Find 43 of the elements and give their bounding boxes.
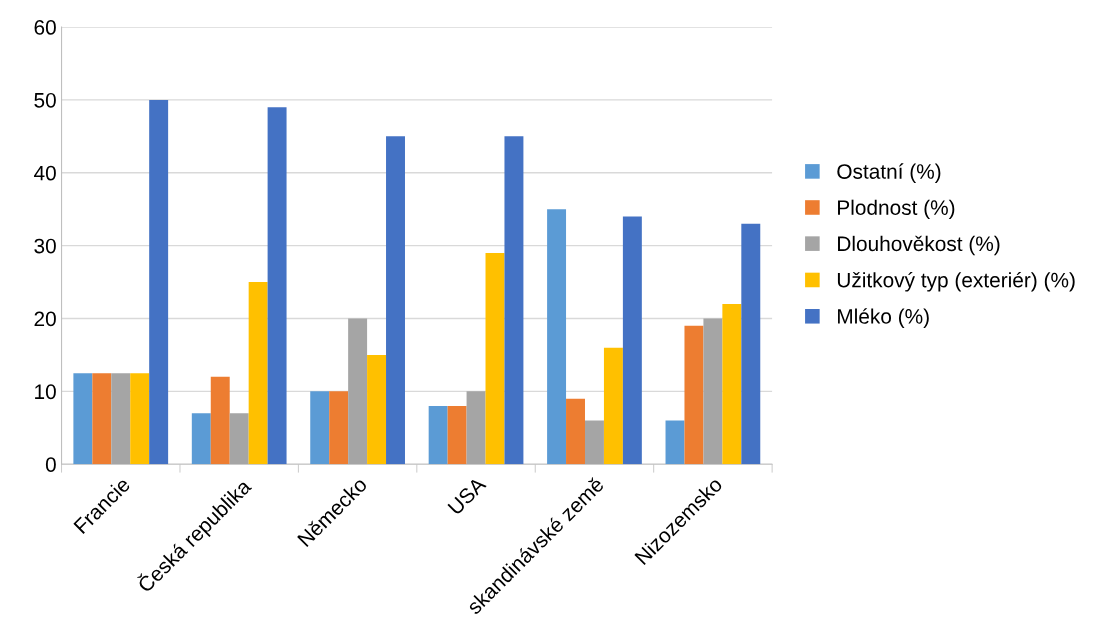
bar xyxy=(130,373,150,465)
bar xyxy=(210,376,230,465)
bar xyxy=(584,420,604,465)
bar xyxy=(684,325,704,465)
bar xyxy=(703,318,723,465)
legend-label: Dlouhověkost (%) xyxy=(838,235,1000,256)
bar xyxy=(111,373,131,465)
bar xyxy=(665,420,685,465)
legend-label: Mléko (%) xyxy=(838,308,929,328)
bar xyxy=(504,136,524,465)
legend-label: Ostatní (%) xyxy=(837,163,941,183)
y-tick-label: 30 xyxy=(34,238,56,254)
y-tick-label: 10 xyxy=(35,384,56,400)
bar xyxy=(547,209,567,465)
bar xyxy=(310,391,330,465)
y-tick-label: 60 xyxy=(34,20,56,35)
bar xyxy=(622,216,642,465)
x-tick-label: USA xyxy=(447,475,487,516)
bar xyxy=(466,391,486,465)
bar xyxy=(149,99,169,465)
bar xyxy=(603,347,623,465)
bar xyxy=(329,391,349,465)
bar xyxy=(428,405,448,465)
y-tick-label: 50 xyxy=(34,92,56,108)
y-tick-label: 20 xyxy=(34,311,56,327)
bar xyxy=(248,282,268,465)
bar xyxy=(741,223,761,465)
bar xyxy=(348,318,368,465)
legend-label: Užitkový typ (exteriér) (%) xyxy=(837,271,1075,292)
bar xyxy=(73,373,93,465)
y-tick-label: 0 xyxy=(45,457,56,472)
legend-label: Plodnost (%) xyxy=(838,199,955,220)
y-tick-label: 40 xyxy=(33,165,56,181)
bar xyxy=(447,405,467,465)
bar xyxy=(229,413,249,465)
bar xyxy=(566,398,585,465)
bar xyxy=(722,303,742,465)
bar xyxy=(485,252,505,465)
bar xyxy=(386,136,405,465)
bar xyxy=(92,373,112,465)
bar xyxy=(367,354,387,465)
bar xyxy=(191,413,211,465)
bar xyxy=(267,107,287,465)
